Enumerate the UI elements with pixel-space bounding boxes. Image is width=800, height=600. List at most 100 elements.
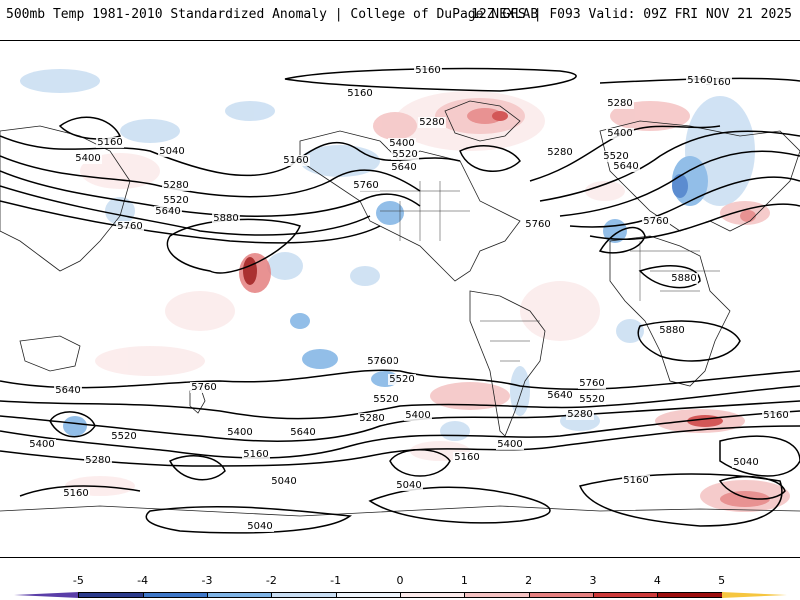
warm-anomaly-shading [65,91,790,512]
anomaly-colorbar [14,592,787,600]
contour-label: 5280 [547,147,572,158]
colorbar-segment [400,592,466,598]
contour-label: 5400 [389,138,414,149]
contour-label: 5160 [623,475,648,486]
contour-label-bg [670,273,698,284]
contour-label-bg [578,394,606,405]
contour-label: 5760 [643,216,668,227]
contour-label-bg [242,449,270,460]
contour-label: 5040 [271,476,296,487]
contour-label-bg [578,378,606,389]
colorbar-segment [464,592,530,598]
cold-anomaly-shading [20,69,755,441]
contour-label: 5760 [579,378,604,389]
contour-label: 5160 [687,75,712,86]
contour-label-bg [658,325,686,336]
contour-label: 5040 [396,480,421,491]
contour-label: 5280 [607,98,632,109]
contour-label-bg [642,216,670,227]
colorbar-segment [142,592,208,598]
contour-label-bg [566,409,594,420]
colorbar-segment [14,592,80,598]
contour-label: 5160 [283,155,308,166]
contour-label: 5520 [392,149,417,160]
contour-label-bg [732,457,760,468]
colorbar-segment [335,592,401,598]
colorbar-segment [593,592,659,598]
contour-label: 5880 [659,325,684,336]
contour-label: 5640 [547,390,572,401]
contour-label-bg [606,128,634,139]
contour-label-bg [352,180,380,191]
contour-label: 5400 [29,439,54,450]
contour-label-bg [404,410,432,421]
contour-label: 5520 [389,374,414,385]
contour-label-bg [622,475,650,486]
contour-label: 5520 [603,151,628,162]
contour-label: 5160 [454,452,479,463]
contour-label: 5640 [55,385,80,396]
colorbar-tick-label: 3 [589,574,597,587]
contour-label: 5160 [763,410,788,421]
contour-label: 5160 [97,137,122,148]
height-contours [0,67,800,534]
contour-label-bg [74,153,102,164]
contour-label: 5160 [415,65,440,76]
contour-label: 5280 [359,413,384,424]
colorbar-tick-label: 1 [460,574,468,587]
contour-label: 5400 [607,128,632,139]
contour-label: 5640 [290,427,315,438]
colorbar-segment [271,592,337,598]
contour-label: 5760 [525,219,550,230]
contour-label-bg [546,390,574,401]
contour-label: 5520 [579,394,604,405]
contour-label: 5280 [85,455,110,466]
contour-label-bg [162,180,190,191]
map-title: 500mb Temp 1981-2010 Standardized Anomal… [6,7,539,22]
contour-label: 5880 [213,213,238,224]
contour-label: 5160 [243,449,268,460]
contour-label-bg [212,213,240,224]
contour-label: 5400 [227,427,252,438]
contour-label-bg [704,77,732,88]
contour-label-bg [372,394,400,405]
contour-label-bg [226,427,254,438]
contour-label-bg [190,382,218,393]
contour-label-bg [395,480,423,491]
contour-label: 5040 [247,521,272,532]
contour-label-bg [270,476,298,487]
contour-label-bg [96,137,124,148]
contour-label-bg [524,219,552,230]
contour-label-bg [390,162,418,173]
contour-label: 5160 [63,488,88,499]
colorbar-tick-label: -3 [201,574,213,587]
colorbar-segment [657,592,723,598]
contour-label-layer: 5160516051605280528054005520564057605160… [28,65,790,532]
contour-label-bg [366,356,394,367]
contour-label: 5760 [353,180,378,191]
contour-label: 5280 [567,409,592,420]
contour-label: 5160 [347,88,372,99]
colorbar-segment [721,592,787,598]
anomaly-map[interactable]: 5160 5160 5160 5280 5280 5400 5520 5640 5760 5160… [0,40,800,558]
contour-label-bg [602,151,630,162]
contour-label-bg [246,521,274,532]
colorbar-tick-label: -1 [330,574,342,587]
colorbar-tick-label: 0 [396,574,404,587]
contour-label-bg [418,117,446,128]
contour-label: 5640 [391,162,416,173]
contour-label-bg [282,155,310,166]
contour-label: 5760 [367,356,392,367]
contour-label: 5760 [191,382,216,393]
contour-label: 5040 [733,457,758,468]
political-borders [360,181,720,362]
contour-label-bg [546,147,574,158]
contour-label-bg [162,195,190,206]
contour-label-bg [154,206,182,217]
contour-label: 5520 [111,431,136,442]
contour-label: 5880 [671,273,696,284]
contour-label-bg [762,410,790,421]
contour-label: 5520 [163,195,188,206]
contour-label: 5640 [155,206,180,217]
contour-label-bg [496,439,524,450]
